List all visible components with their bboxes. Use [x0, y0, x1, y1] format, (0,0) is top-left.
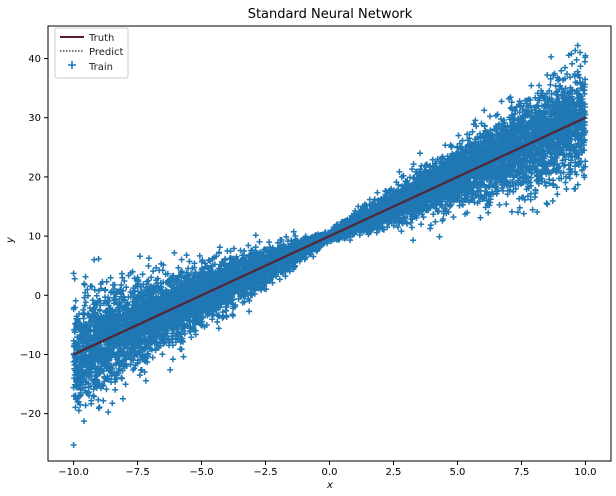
- x-axis-label: x: [326, 480, 333, 491]
- x-tick-label: −2.5: [253, 467, 277, 478]
- y-tick-label: 40: [28, 54, 41, 65]
- y-tick-label: 0: [35, 291, 41, 302]
- x-axis: −10.0 −7.5 −5.0 −2.5 0.0 2.5 5.0 7.5 10.0: [58, 461, 597, 478]
- y-tick-label: 20: [28, 172, 41, 183]
- x-tick-label: −10.0: [58, 467, 89, 478]
- legend-train-swatch: [68, 61, 76, 69]
- chart-title: Standard Neural Network: [248, 7, 413, 22]
- train-points: [70, 42, 589, 448]
- y-axis-label: y: [5, 236, 16, 244]
- x-tick-label: 5.0: [450, 467, 466, 478]
- legend-train-label: Train: [88, 62, 113, 73]
- x-tick-label: −7.5: [125, 467, 149, 478]
- predict-line: [73, 117, 586, 356]
- legend: Truth Predict Train: [54, 27, 129, 79]
- x-tick-label: 7.5: [513, 467, 529, 478]
- line-layer: [73, 116, 586, 356]
- x-tick-label: 2.5: [386, 467, 402, 478]
- y-tick-label: −10: [20, 350, 41, 361]
- x-tick-label: 10.0: [574, 467, 596, 478]
- y-axis: −20 −10 0 10 20 30 40: [20, 54, 48, 420]
- x-tick-label: 0.0: [322, 467, 338, 478]
- y-tick-label: −20: [20, 409, 41, 420]
- train-scatter-layer: [70, 42, 589, 448]
- y-tick-label: 30: [28, 113, 41, 124]
- y-tick-label: 10: [28, 232, 41, 243]
- legend-predict-label: Predict: [89, 47, 124, 58]
- x-tick-label: −5.0: [189, 467, 213, 478]
- legend-truth-label: Truth: [88, 33, 114, 44]
